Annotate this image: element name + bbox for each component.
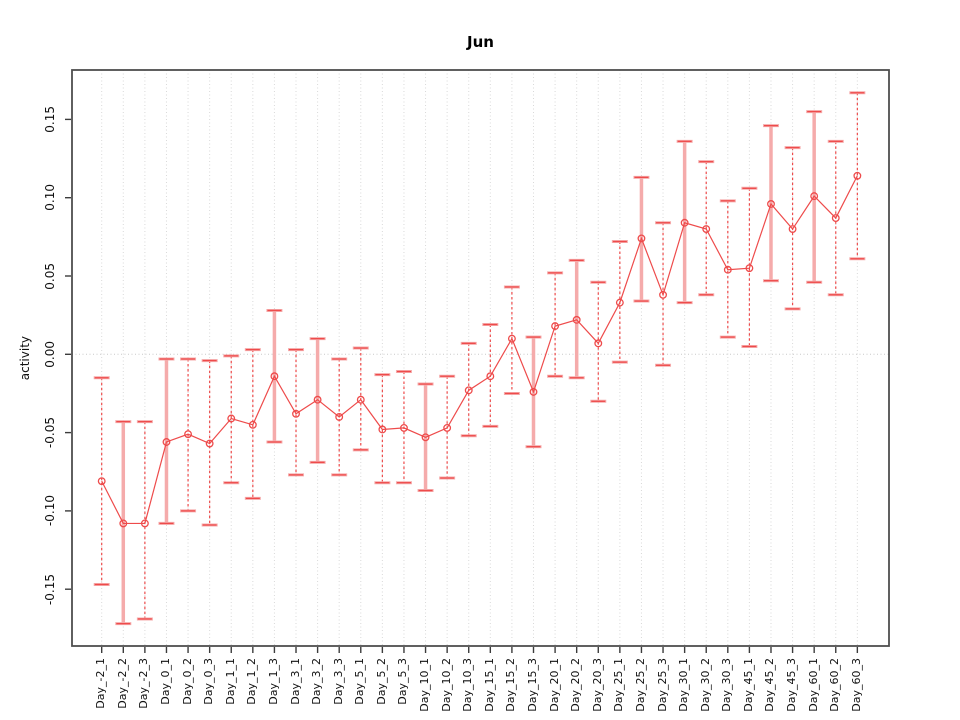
x-tick-label: Day_60_3: [849, 658, 863, 712]
x-tick-label: Day_1_1: [223, 658, 237, 705]
x-tick-label: Day_30_1: [677, 658, 691, 712]
data-point: [486, 372, 495, 381]
x-tick-label: Day_0_2: [180, 658, 194, 705]
x-tick-label: Day_10_3: [461, 658, 475, 712]
chart-title: Jun: [467, 33, 494, 51]
x-tick-label: Day_15_2: [504, 658, 518, 712]
x-tick-label: Day_45_2: [763, 658, 777, 712]
data-point: [702, 225, 711, 233]
data-point: [421, 433, 430, 442]
y-tick-label: 0.05: [43, 262, 57, 290]
x-tick-label: Day_5_2: [374, 658, 388, 705]
x-tick-label: Day_3_1: [288, 658, 302, 705]
data-point: [97, 477, 106, 486]
x-tick-label: Day_25_2: [633, 658, 647, 712]
y-tick-label: -0.05: [43, 417, 57, 449]
data-point: [356, 395, 365, 404]
x-tick-label: Day_10_1: [418, 658, 432, 712]
x-tick-label: Day_5_3: [396, 658, 410, 705]
data-point: [184, 430, 193, 439]
y-tick-label: 0.10: [43, 184, 57, 211]
x-tick-label: Day_3_2: [310, 658, 324, 705]
x-tick-label: Day_60_2: [828, 658, 842, 712]
data-point: [270, 372, 279, 381]
x-tick-label: Day_20_1: [547, 658, 561, 712]
y-tick-label: 0.00: [43, 340, 57, 368]
x-tick-label: Day_0_1: [158, 658, 172, 705]
x-tick-label: Day_0_3: [202, 658, 216, 705]
data-point: [637, 234, 646, 243]
data-point: [507, 334, 516, 343]
x-tick-label: Day_30_2: [698, 658, 712, 712]
data-point: [248, 420, 257, 429]
data-point: [723, 265, 732, 274]
data-point: [162, 438, 171, 446]
data-point: [767, 200, 775, 208]
data-point: [378, 425, 387, 434]
x-tick-label: Day_20_3: [590, 658, 604, 712]
x-tick-label: Day_20_2: [569, 658, 583, 712]
x-tick-label: Day_25_1: [612, 658, 626, 712]
data-point: [572, 315, 581, 324]
data-point: [659, 290, 667, 299]
data-point: [227, 414, 236, 423]
data-line: [101, 175, 858, 525]
data-point: [831, 214, 840, 223]
data-point: [292, 409, 300, 418]
data-point: [400, 423, 408, 432]
data-point: [810, 192, 819, 201]
x-tick-label: Day_3_3: [331, 658, 345, 705]
data-point: [853, 171, 862, 180]
data-point: [313, 395, 322, 404]
data-point: [615, 298, 624, 307]
x-tick-label: Day_45_1: [741, 658, 755, 712]
x-tick-label: Day_5_1: [353, 658, 367, 705]
data-point: [529, 387, 538, 396]
x-tick-label: Day_60_1: [806, 658, 820, 712]
x-tick-label: Day_30_3: [720, 658, 734, 712]
plot-border: [71, 69, 890, 647]
data-point: [594, 339, 603, 348]
data-point: [140, 519, 149, 528]
data-point: [443, 423, 452, 432]
x-tick-label: Day_15_1: [482, 658, 496, 712]
data-point: [119, 519, 128, 528]
data-point: [745, 264, 754, 273]
data-point: [551, 322, 560, 331]
x-tick-label: Day_-2_2: [115, 658, 129, 709]
x-tick-label: Day_25_3: [655, 658, 669, 712]
x-tick-label: Day_1_2: [245, 658, 259, 705]
x-tick-label: Day_45_3: [785, 658, 799, 712]
x-tick-label: Day_1_3: [266, 658, 280, 705]
data-point: [205, 439, 214, 448]
data-point: [680, 218, 689, 227]
y-tick-label: -0.15: [43, 573, 57, 605]
y-tick-label: 0.15: [43, 105, 57, 133]
x-tick-label: Day_15_3: [526, 658, 539, 712]
x-tick-label: Day_10_2: [439, 658, 453, 712]
x-tick-label: Day_-2_3: [137, 658, 151, 709]
x-tick-label: Day_-2_1: [94, 658, 108, 709]
y-tick-label: -0.10: [43, 495, 57, 527]
data-point: [788, 225, 797, 233]
data-point: [464, 386, 473, 395]
data-point: [335, 412, 344, 421]
